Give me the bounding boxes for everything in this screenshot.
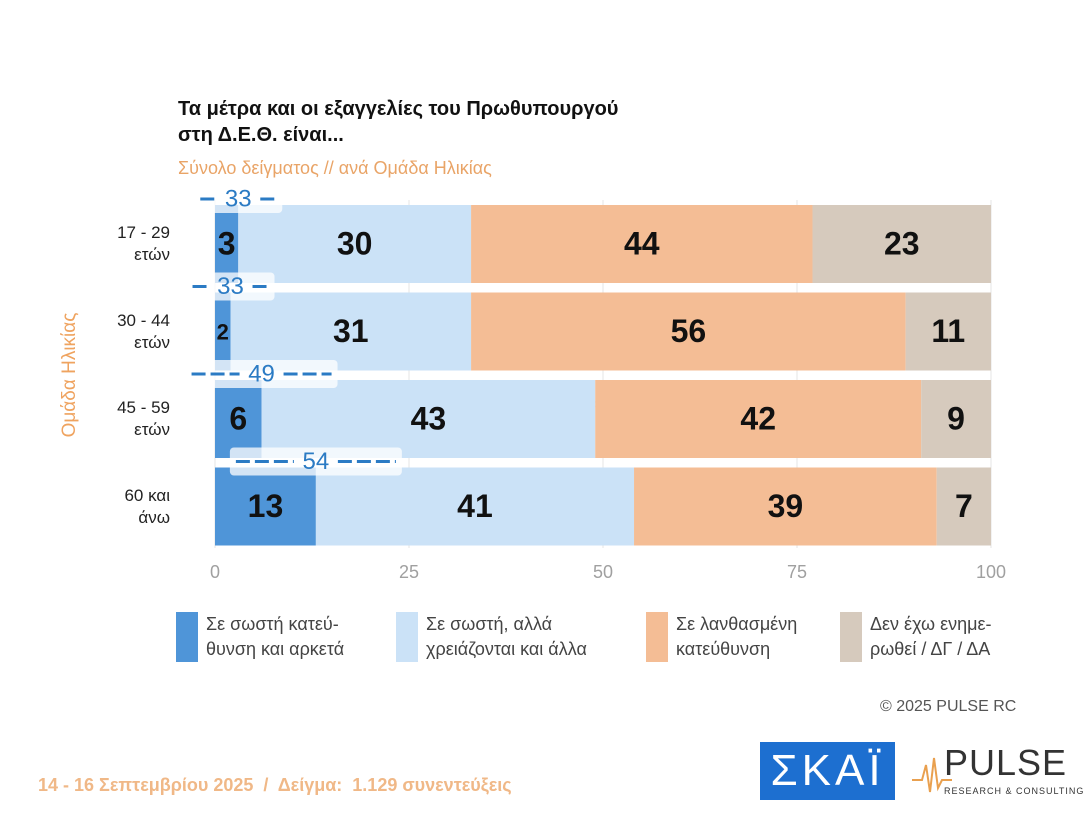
- total-label: 33: [217, 273, 244, 300]
- value-label: 23: [884, 225, 920, 261]
- legend-swatch: [396, 612, 418, 662]
- x-tick-label: 25: [399, 562, 419, 582]
- value-label: 42: [740, 400, 776, 436]
- bar: [905, 292, 991, 371]
- y-tick-label: 17 - 29 ετών: [117, 223, 170, 264]
- bar: [634, 467, 937, 546]
- bar: [261, 380, 596, 458]
- legend-swatch: [176, 612, 198, 662]
- copyright: © 2025 PULSE RC: [880, 698, 1017, 715]
- legend-label: Σε λανθασμένη κατεύθυνση: [676, 614, 798, 659]
- total-badge: [185, 360, 338, 388]
- bar: [230, 292, 472, 371]
- bar: [595, 380, 922, 458]
- value-label: 11: [931, 313, 965, 349]
- bar: [215, 205, 239, 283]
- bar: [471, 292, 906, 371]
- total-label: 49: [248, 360, 275, 387]
- value-label: 43: [411, 400, 447, 436]
- value-label: 30: [337, 225, 373, 261]
- value-label: 13: [248, 488, 284, 524]
- legend-label: Δεν έχω ενημε- ρωθεί / ΔΓ / ΔΑ: [870, 614, 992, 659]
- value-label: 9: [947, 400, 965, 436]
- bar: [921, 380, 991, 458]
- bar: [215, 467, 316, 546]
- value-label: 31: [333, 313, 369, 349]
- x-tick-label: 50: [593, 562, 613, 582]
- total-label: 54: [303, 448, 330, 475]
- total-badge: [186, 272, 275, 301]
- bar: [215, 292, 231, 371]
- bar: [238, 205, 472, 283]
- bar: [315, 467, 635, 546]
- x-tick-label: 75: [787, 562, 807, 582]
- value-label: 3: [218, 225, 236, 261]
- y-tick-label: 60 και άνω: [124, 485, 170, 527]
- bar: [936, 467, 991, 546]
- x-tick-label: 100: [976, 562, 1006, 582]
- pulse-icon: [912, 757, 952, 793]
- value-label: 39: [768, 488, 804, 524]
- pulse-logo: PULSE: [944, 742, 1068, 783]
- legend-swatch: [840, 612, 862, 662]
- value-label: 2: [217, 319, 229, 344]
- legend-label: Σε σωστή, αλλά χρειάζονται και άλλα: [426, 614, 587, 659]
- total-badge: [229, 447, 402, 476]
- pulse-tagline: RESEARCH & CONSULTING: [944, 786, 1085, 796]
- chart-title: Τα μέτρα και οι εξαγγελίες του Πρωθυπουρ…: [178, 98, 619, 146]
- y-tick-label: 45 - 59 ετών: [117, 398, 170, 439]
- y-tick-label: 30 - 44 ετών: [117, 310, 170, 352]
- bar: [215, 380, 262, 458]
- legend-label: Σε σωστή κατεύ- θυνση και αρκετά: [206, 614, 345, 659]
- bar: [471, 205, 813, 283]
- value-label: 41: [457, 488, 493, 524]
- legend-swatch: [646, 612, 668, 662]
- value-label: 7: [955, 488, 973, 524]
- value-label: 6: [229, 400, 247, 436]
- footer: 14 - 16 Σεπτεμβρίου 2025 / Δείγμα: 1.129…: [38, 775, 512, 795]
- chart-subtitle: Σύνολο δείγματος // ανά Ομάδα Ηλικίας: [178, 158, 492, 178]
- y-axis-label: Ομάδα Ηλικίας: [59, 312, 80, 438]
- value-label: 44: [624, 225, 660, 261]
- skai-logo: ΣΚΑΪ: [760, 742, 895, 800]
- value-label: 56: [671, 313, 707, 349]
- x-tick-label: 0: [210, 562, 220, 582]
- total-badge: [194, 185, 283, 213]
- bar: [812, 205, 991, 283]
- total-label: 33: [225, 185, 252, 212]
